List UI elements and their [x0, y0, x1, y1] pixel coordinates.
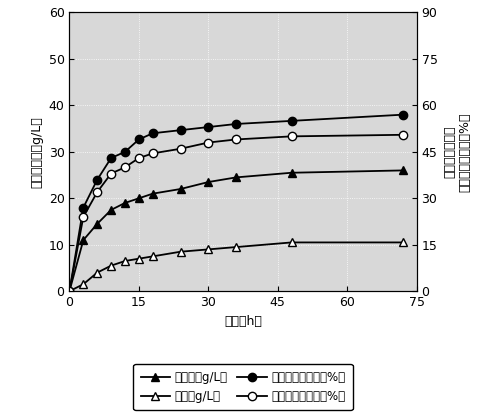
Line: 木聚糖酶解得率（%）: 木聚糖酶解得率（%）	[65, 131, 407, 295]
葡萄糖（g/L）	[80, 238, 86, 243]
Line: 葡聚糖酶解得率（%）: 葡聚糖酶解得率（%）	[65, 111, 407, 295]
木糖（g/L）	[80, 282, 86, 287]
木糖（g/L）	[108, 263, 114, 268]
葡聚糖酶解得率（%）	[400, 112, 406, 117]
葡聚糖酶解得率（%）	[289, 119, 295, 124]
木聚糖酶解得率（%）	[150, 151, 156, 156]
葡萄糖（g/L）	[233, 175, 239, 180]
葡萄糖（g/L）	[150, 191, 156, 196]
葡萄糖（g/L）	[136, 196, 142, 201]
木聚糖酶解得率（%）	[178, 146, 184, 151]
木糖（g/L）	[94, 270, 100, 275]
木聚糖酶解得率（%）	[233, 137, 239, 142]
葡萄糖（g/L）	[205, 180, 211, 185]
木聚糖酶解得率（%）	[289, 134, 295, 139]
葡萄糖（g/L）	[178, 186, 184, 191]
Y-axis label: 葡聚糖酶解得率
木聚糖酶解得率（%）: 葡聚糖酶解得率 木聚糖酶解得率（%）	[443, 112, 471, 192]
X-axis label: 时间（h）: 时间（h）	[224, 314, 262, 328]
Line: 葡萄糖（g/L）: 葡萄糖（g/L）	[65, 166, 407, 295]
木聚糖酶解得率（%）	[122, 165, 128, 170]
木聚糖酶解得率（%）	[136, 156, 142, 161]
木聚糖酶解得率（%）	[80, 214, 86, 219]
木糖（g/L）	[205, 247, 211, 252]
葡聚糖酶解得率（%）	[94, 177, 100, 182]
木聚糖酶解得率（%）	[66, 289, 72, 294]
葡萄糖（g/L）	[122, 201, 128, 206]
木糖（g/L）	[233, 245, 239, 250]
木糖（g/L）	[178, 249, 184, 254]
木糖（g/L）	[66, 289, 72, 294]
木糖（g/L）	[136, 256, 142, 261]
木糖（g/L）	[122, 258, 128, 263]
Y-axis label: 葡萄糖木糖（g/L）: 葡萄糖木糖（g/L）	[30, 116, 43, 188]
葡聚糖酶解得率（%）	[178, 128, 184, 133]
葡聚糖酶解得率（%）	[233, 121, 239, 126]
葡聚糖酶解得率（%）	[108, 156, 114, 161]
木糖（g/L）	[400, 240, 406, 245]
木聚糖酶解得率（%）	[400, 132, 406, 137]
葡萄糖（g/L）	[66, 289, 72, 294]
葡聚糖酶解得率（%）	[150, 131, 156, 136]
木糖（g/L）	[289, 240, 295, 245]
葡聚糖酶解得率（%）	[136, 137, 142, 142]
葡聚糖酶解得率（%）	[205, 124, 211, 129]
Line: 木糖（g/L）: 木糖（g/L）	[65, 238, 407, 295]
葡萄糖（g/L）	[400, 168, 406, 173]
木聚糖酶解得率（%）	[108, 171, 114, 176]
葡萄糖（g/L）	[94, 221, 100, 226]
葡萄糖（g/L）	[289, 170, 295, 175]
葡聚糖酶解得率（%）	[80, 205, 86, 210]
葡聚糖酶解得率（%）	[122, 149, 128, 154]
葡聚糖酶解得率（%）	[66, 289, 72, 294]
Legend: 葡萄糖（g/L）, 木糖（g/L）, 葡聚糖酶解得率（%）, 木聚糖酶解得率（%）: 葡萄糖（g/L）, 木糖（g/L）, 葡聚糖酶解得率（%）, 木聚糖酶解得率（%…	[133, 364, 353, 410]
葡萄糖（g/L）	[108, 208, 114, 213]
木聚糖酶解得率（%）	[94, 190, 100, 195]
木糖（g/L）	[150, 254, 156, 259]
木聚糖酶解得率（%）	[205, 140, 211, 145]
